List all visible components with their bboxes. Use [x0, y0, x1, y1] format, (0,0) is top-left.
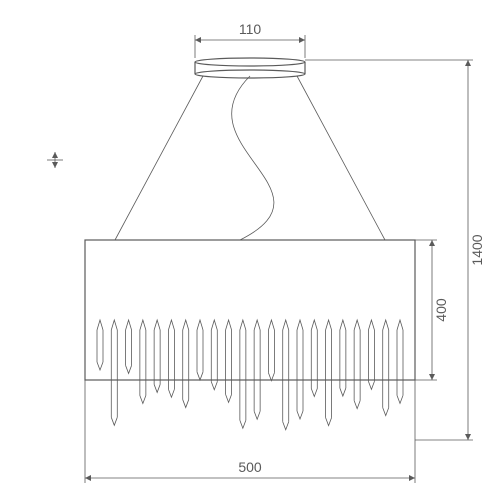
dim-shade-height: 400 — [433, 298, 449, 322]
pendant-lamp-drawing: 110 500 400 1400 — [0, 0, 500, 500]
dim-shade-width: 500 — [238, 459, 262, 475]
dim-total-height: 1400 — [469, 234, 485, 265]
dim-canopy-width: 110 — [239, 21, 262, 37]
